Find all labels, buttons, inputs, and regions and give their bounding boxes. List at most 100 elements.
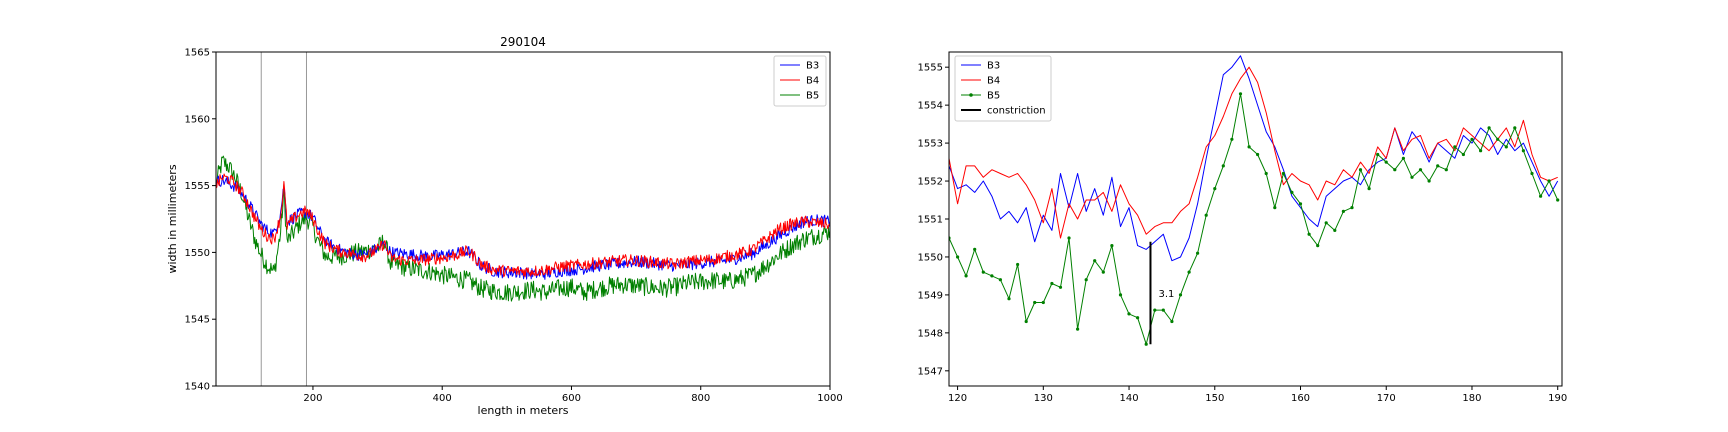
data-point-B5 — [1547, 179, 1551, 183]
data-point-B5 — [1453, 145, 1457, 149]
data-point-B5 — [981, 270, 985, 274]
legend-label-B4: B4 — [806, 76, 819, 87]
data-point-B5 — [964, 274, 968, 278]
data-point-B5 — [1101, 270, 1105, 274]
legend-left: B3 B4 B5 — [773, 55, 827, 107]
data-point-B5 — [1521, 149, 1525, 153]
data-point-B5 — [998, 278, 1003, 282]
y-tick-label: 1555 — [185, 181, 210, 192]
data-point-B5 — [1170, 319, 1174, 324]
y-tick-label: 1565 — [185, 48, 210, 59]
data-point-B5 — [1187, 270, 1191, 274]
data-point-B5 — [1513, 126, 1517, 130]
x-ticks-right: 120 130 140 150 160 170 180 190 — [948, 386, 1567, 404]
x-axis-label: length in meters — [478, 404, 569, 417]
data-point-B5 — [1016, 262, 1020, 267]
data-point-B5 — [1076, 327, 1080, 331]
data-point-B5 — [1273, 206, 1277, 210]
y-tick-label: 1549 — [918, 290, 943, 301]
data-point-B5 — [956, 255, 960, 259]
y-tick-label: 1553 — [918, 139, 943, 150]
y-tick-label: 1548 — [918, 328, 943, 339]
chart-left: 200 400 600 800 1000 1540 1545 1550 1555 1560 156… — [166, 35, 843, 417]
data-point-B5 — [1144, 342, 1148, 346]
data-point-B5 — [1410, 175, 1414, 179]
data-point-B5 — [1470, 137, 1474, 141]
data-point-B5 — [1161, 308, 1165, 312]
x-tick-label: 130 — [1034, 393, 1053, 404]
data-point-B5 — [1050, 281, 1054, 286]
data-point-B5 — [1024, 319, 1028, 324]
legend-box-left — [773, 55, 827, 107]
x-tick-label: 190 — [1548, 393, 1567, 404]
series-line-B4 — [216, 173, 830, 278]
data-point-B5 — [1033, 300, 1037, 305]
y-ticks-left: 1540 1545 1550 1555 1560 1565 — [185, 48, 216, 393]
data-point-B5 — [1256, 152, 1260, 157]
data-point-B5 — [1007, 297, 1011, 301]
data-point-B5 — [1110, 244, 1114, 248]
y-tick-label: 1554 — [918, 101, 943, 112]
data-point-B5 — [1127, 312, 1131, 316]
data-point-B5 — [1530, 171, 1534, 176]
data-point-B5 — [1341, 209, 1345, 213]
data-point-B5 — [1221, 164, 1225, 168]
legend-label-constriction: constriction — [987, 106, 1046, 117]
chart-title: 290104 — [500, 35, 546, 49]
legend-label-B5: B5 — [806, 91, 819, 102]
data-point-B5 — [1358, 168, 1363, 172]
data-point-B5 — [1401, 156, 1405, 160]
data-point-B5 — [1178, 293, 1183, 297]
data-point-B5 — [1230, 137, 1234, 141]
x-tick-label: 140 — [1119, 393, 1138, 404]
x-tick-label: 600 — [562, 393, 581, 404]
data-point-B5 — [1444, 168, 1448, 172]
legend-box-right — [954, 55, 1052, 122]
data-point-B5 — [1058, 285, 1063, 289]
data-point-B5 — [1298, 202, 1303, 206]
data-point-B5 — [1350, 206, 1354, 210]
data-point-B5 — [1496, 137, 1500, 141]
legend-marker-B5 — [969, 93, 973, 97]
y-tick-label: 1550 — [918, 252, 943, 263]
data-point-B5 — [1041, 300, 1045, 305]
data-point-B5 — [1461, 152, 1465, 157]
series-group-right — [949, 55, 1560, 346]
x-tick-label: 800 — [691, 393, 710, 404]
y-tick-label: 1550 — [185, 248, 210, 259]
data-point-B5 — [1367, 187, 1371, 191]
x-tick-label: 180 — [1462, 393, 1481, 404]
data-point-B5 — [1384, 160, 1388, 164]
y-ticks-right: 1547 1548 1549 1550 1551 1552 1553 1554 1555 — [918, 63, 949, 377]
plot-frame-left — [215, 51, 831, 387]
data-point-B5 — [973, 247, 977, 251]
data-point-B5 — [1213, 187, 1217, 191]
constriction-annotation: 3.1 — [1149, 241, 1174, 345]
series-line-B5 — [949, 93, 1559, 345]
y-tick-label: 1560 — [185, 114, 210, 125]
x-tick-label: 120 — [948, 393, 967, 404]
data-point-B5 — [1084, 278, 1088, 282]
series-group-left — [216, 155, 830, 302]
x-tick-label: 160 — [1291, 393, 1310, 404]
data-point-B5 — [1556, 198, 1560, 202]
data-point-B5 — [1264, 171, 1268, 176]
y-axis-label: width in millimeters — [166, 164, 179, 273]
y-tick-label: 1547 — [918, 366, 943, 377]
x-tick-label: 170 — [1377, 393, 1396, 404]
legend-right: B3 B4 B5 constriction — [954, 55, 1052, 122]
data-point-B5 — [1281, 171, 1285, 176]
data-point-B5 — [1539, 194, 1543, 198]
series-line-B3 — [949, 55, 1559, 262]
data-point-B5 — [1290, 190, 1294, 194]
data-point-B5 — [1504, 145, 1508, 149]
legend-label-B5: B5 — [987, 91, 1000, 102]
y-tick-label: 1555 — [918, 63, 943, 74]
x-tick-label: 200 — [303, 393, 322, 404]
data-point-B5 — [1153, 308, 1157, 312]
y-tick-label: 1545 — [185, 315, 210, 326]
legend-label-B3: B3 — [806, 61, 819, 72]
x-tick-label: 150 — [1205, 393, 1224, 404]
series-line-B5 — [216, 155, 830, 302]
data-point-B5 — [1393, 168, 1397, 172]
